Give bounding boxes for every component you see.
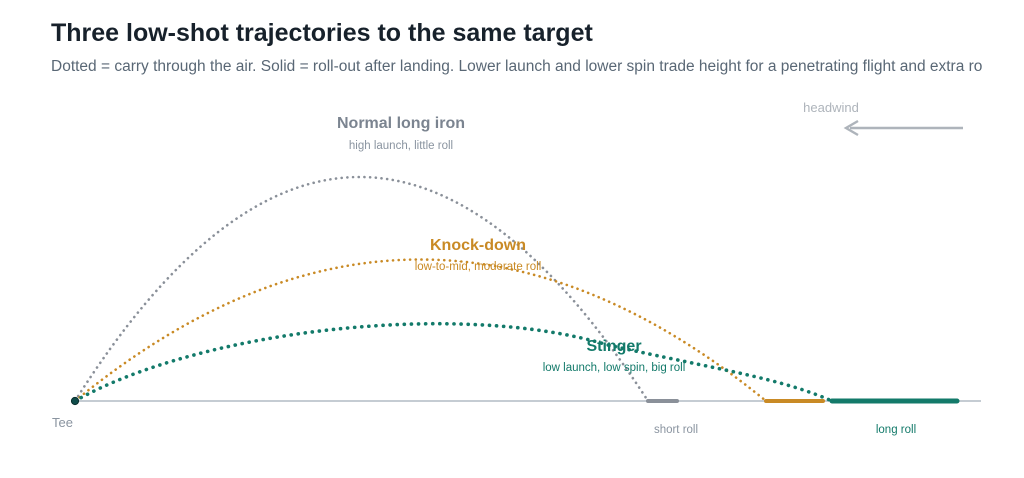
- knockdown-shot-description: low-to-mid, moderate roll: [415, 261, 542, 273]
- headwind-label: headwind: [803, 100, 859, 115]
- page-subtitle: Dotted = carry through the air. Solid = …: [51, 58, 983, 75]
- tee-label: Tee: [52, 415, 73, 430]
- long-roll-label: long roll: [876, 424, 916, 436]
- stinger-carry-path: [73, 321, 834, 403]
- normal-shot-name: Normal long iron: [337, 115, 465, 132]
- stinger-shot-name: Stinger: [586, 338, 641, 355]
- normal-carry-path: [73, 175, 650, 403]
- headwind-arrow-icon: [843, 119, 963, 137]
- page-title: Three low-shot trajectories to the same …: [51, 19, 593, 47]
- stinger-shot-description: low launch, low spin, big roll: [543, 362, 686, 374]
- knockdown-shot-name: Knock-down: [430, 237, 526, 254]
- short-roll-label: short roll: [654, 424, 698, 436]
- normal-shot-description: high launch, little roll: [349, 140, 453, 152]
- knockdown-carry-path: [73, 258, 768, 403]
- tee-marker: [70, 396, 80, 406]
